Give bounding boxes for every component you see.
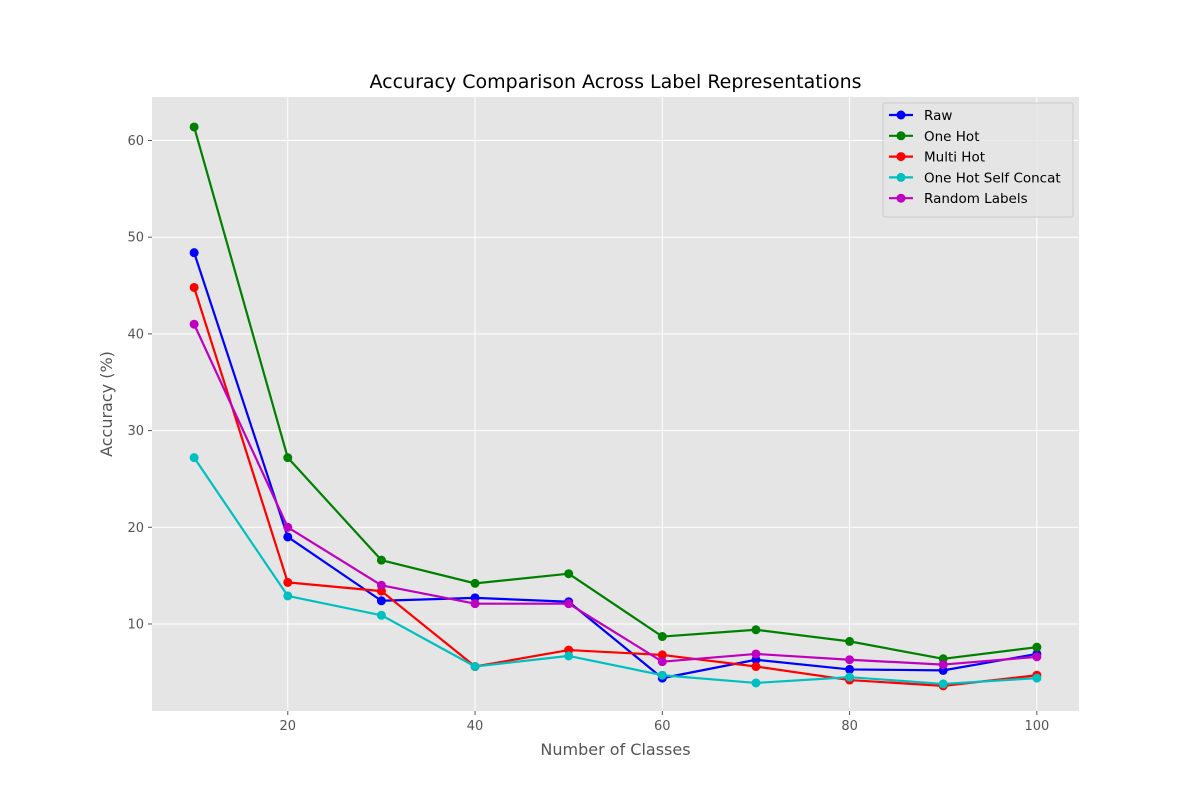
data-point-one-hot-self-concat [470, 662, 480, 672]
legend-marker [896, 193, 906, 203]
legend-label: One Hot [924, 129, 979, 145]
y-tick-label: 10 [127, 617, 144, 632]
legend-item: Random Labels [889, 191, 1028, 207]
legend-item: One Hot [889, 129, 979, 145]
x-tick-label: 80 [841, 719, 858, 734]
data-point-random-labels [189, 319, 199, 329]
series-line-one-hot-self-concat [193, 457, 1037, 686]
data-point-one-hot-self-concat [376, 610, 386, 620]
y-tick-label: 40 [127, 327, 144, 342]
x-axis-label: Number of Classes [540, 740, 690, 759]
series-layer [189, 122, 1042, 691]
data-point-one-hot-self-concat [845, 672, 855, 682]
data-point-one-hot-self-concat [938, 679, 948, 689]
data-point-one-hot [564, 569, 574, 579]
data-point-random-labels [938, 660, 948, 670]
legend-marker [896, 172, 906, 182]
data-point-raw [283, 532, 293, 542]
data-point-one-hot-self-concat [283, 591, 293, 601]
data-point-raw [189, 248, 199, 258]
legend-marker [896, 131, 906, 141]
data-point-multi-hot [283, 577, 293, 587]
series-one-hot-self-concat [189, 453, 1042, 689]
data-point-multi-hot [657, 650, 667, 660]
x-tick-label: 100 [1024, 719, 1049, 734]
y-axis-label: Accuracy (%) [97, 351, 116, 457]
data-point-one-hot-self-concat [751, 678, 761, 688]
data-point-random-labels [564, 599, 574, 609]
data-point-multi-hot [751, 662, 761, 672]
legend-marker [896, 152, 906, 162]
series-line-multi-hot [193, 287, 1037, 687]
series-random-labels [189, 319, 1042, 670]
data-point-random-labels [657, 657, 667, 667]
data-point-one-hot [376, 555, 386, 565]
legend-box [882, 102, 1074, 218]
data-point-one-hot [1032, 642, 1042, 652]
data-point-one-hot-self-concat [657, 670, 667, 680]
data-point-random-labels [751, 649, 761, 659]
data-point-one-hot [470, 578, 480, 588]
data-point-one-hot [189, 122, 199, 132]
legend-item: One Hot Self Concat [889, 170, 1061, 186]
y-tick-label: 30 [127, 424, 144, 439]
series-line-random-labels [193, 323, 1037, 666]
data-point-one-hot-self-concat [189, 453, 199, 463]
data-point-one-hot-self-concat [1032, 673, 1042, 683]
data-point-one-hot [657, 632, 667, 642]
legend-label: Multi Hot [924, 150, 985, 166]
data-point-one-hot [845, 636, 855, 646]
legend-item: Multi Hot [889, 150, 985, 166]
data-point-random-labels [283, 522, 293, 532]
y-tick-label: 60 [127, 134, 144, 149]
legend-marker [896, 110, 906, 120]
legend-label: Raw [924, 108, 952, 124]
data-point-raw [376, 596, 386, 606]
y-tick-label: 20 [127, 521, 144, 536]
data-point-random-labels [1032, 652, 1042, 662]
data-point-multi-hot [189, 282, 199, 292]
data-point-random-labels [376, 580, 386, 590]
chart-title: Accuracy Comparison Across Label Represe… [369, 71, 861, 93]
legend-label: Random Labels [924, 191, 1028, 207]
y-tick-label: 50 [127, 231, 144, 246]
x-tick-label: 20 [279, 719, 296, 734]
legend-label: One Hot Self Concat [924, 170, 1061, 186]
legend-item: Raw [889, 108, 952, 124]
legend: Raw One Hot Multi Hot One Hot Self Concat Ra… [882, 102, 1074, 218]
series-line-raw [193, 252, 1038, 680]
x-tick-label: 60 [654, 719, 671, 734]
series-line-one-hot [193, 126, 1037, 660]
data-point-raw [845, 664, 855, 674]
data-point-one-hot-self-concat [564, 651, 574, 661]
data-point-random-labels [470, 599, 480, 609]
data-point-one-hot [283, 453, 293, 463]
data-point-random-labels [845, 655, 855, 665]
x-tick-label: 40 [467, 719, 484, 734]
data-point-one-hot [751, 625, 761, 635]
axis-ticks: 20 40 60 80 100 10 20 30 40 50 60 [127, 134, 1049, 734]
